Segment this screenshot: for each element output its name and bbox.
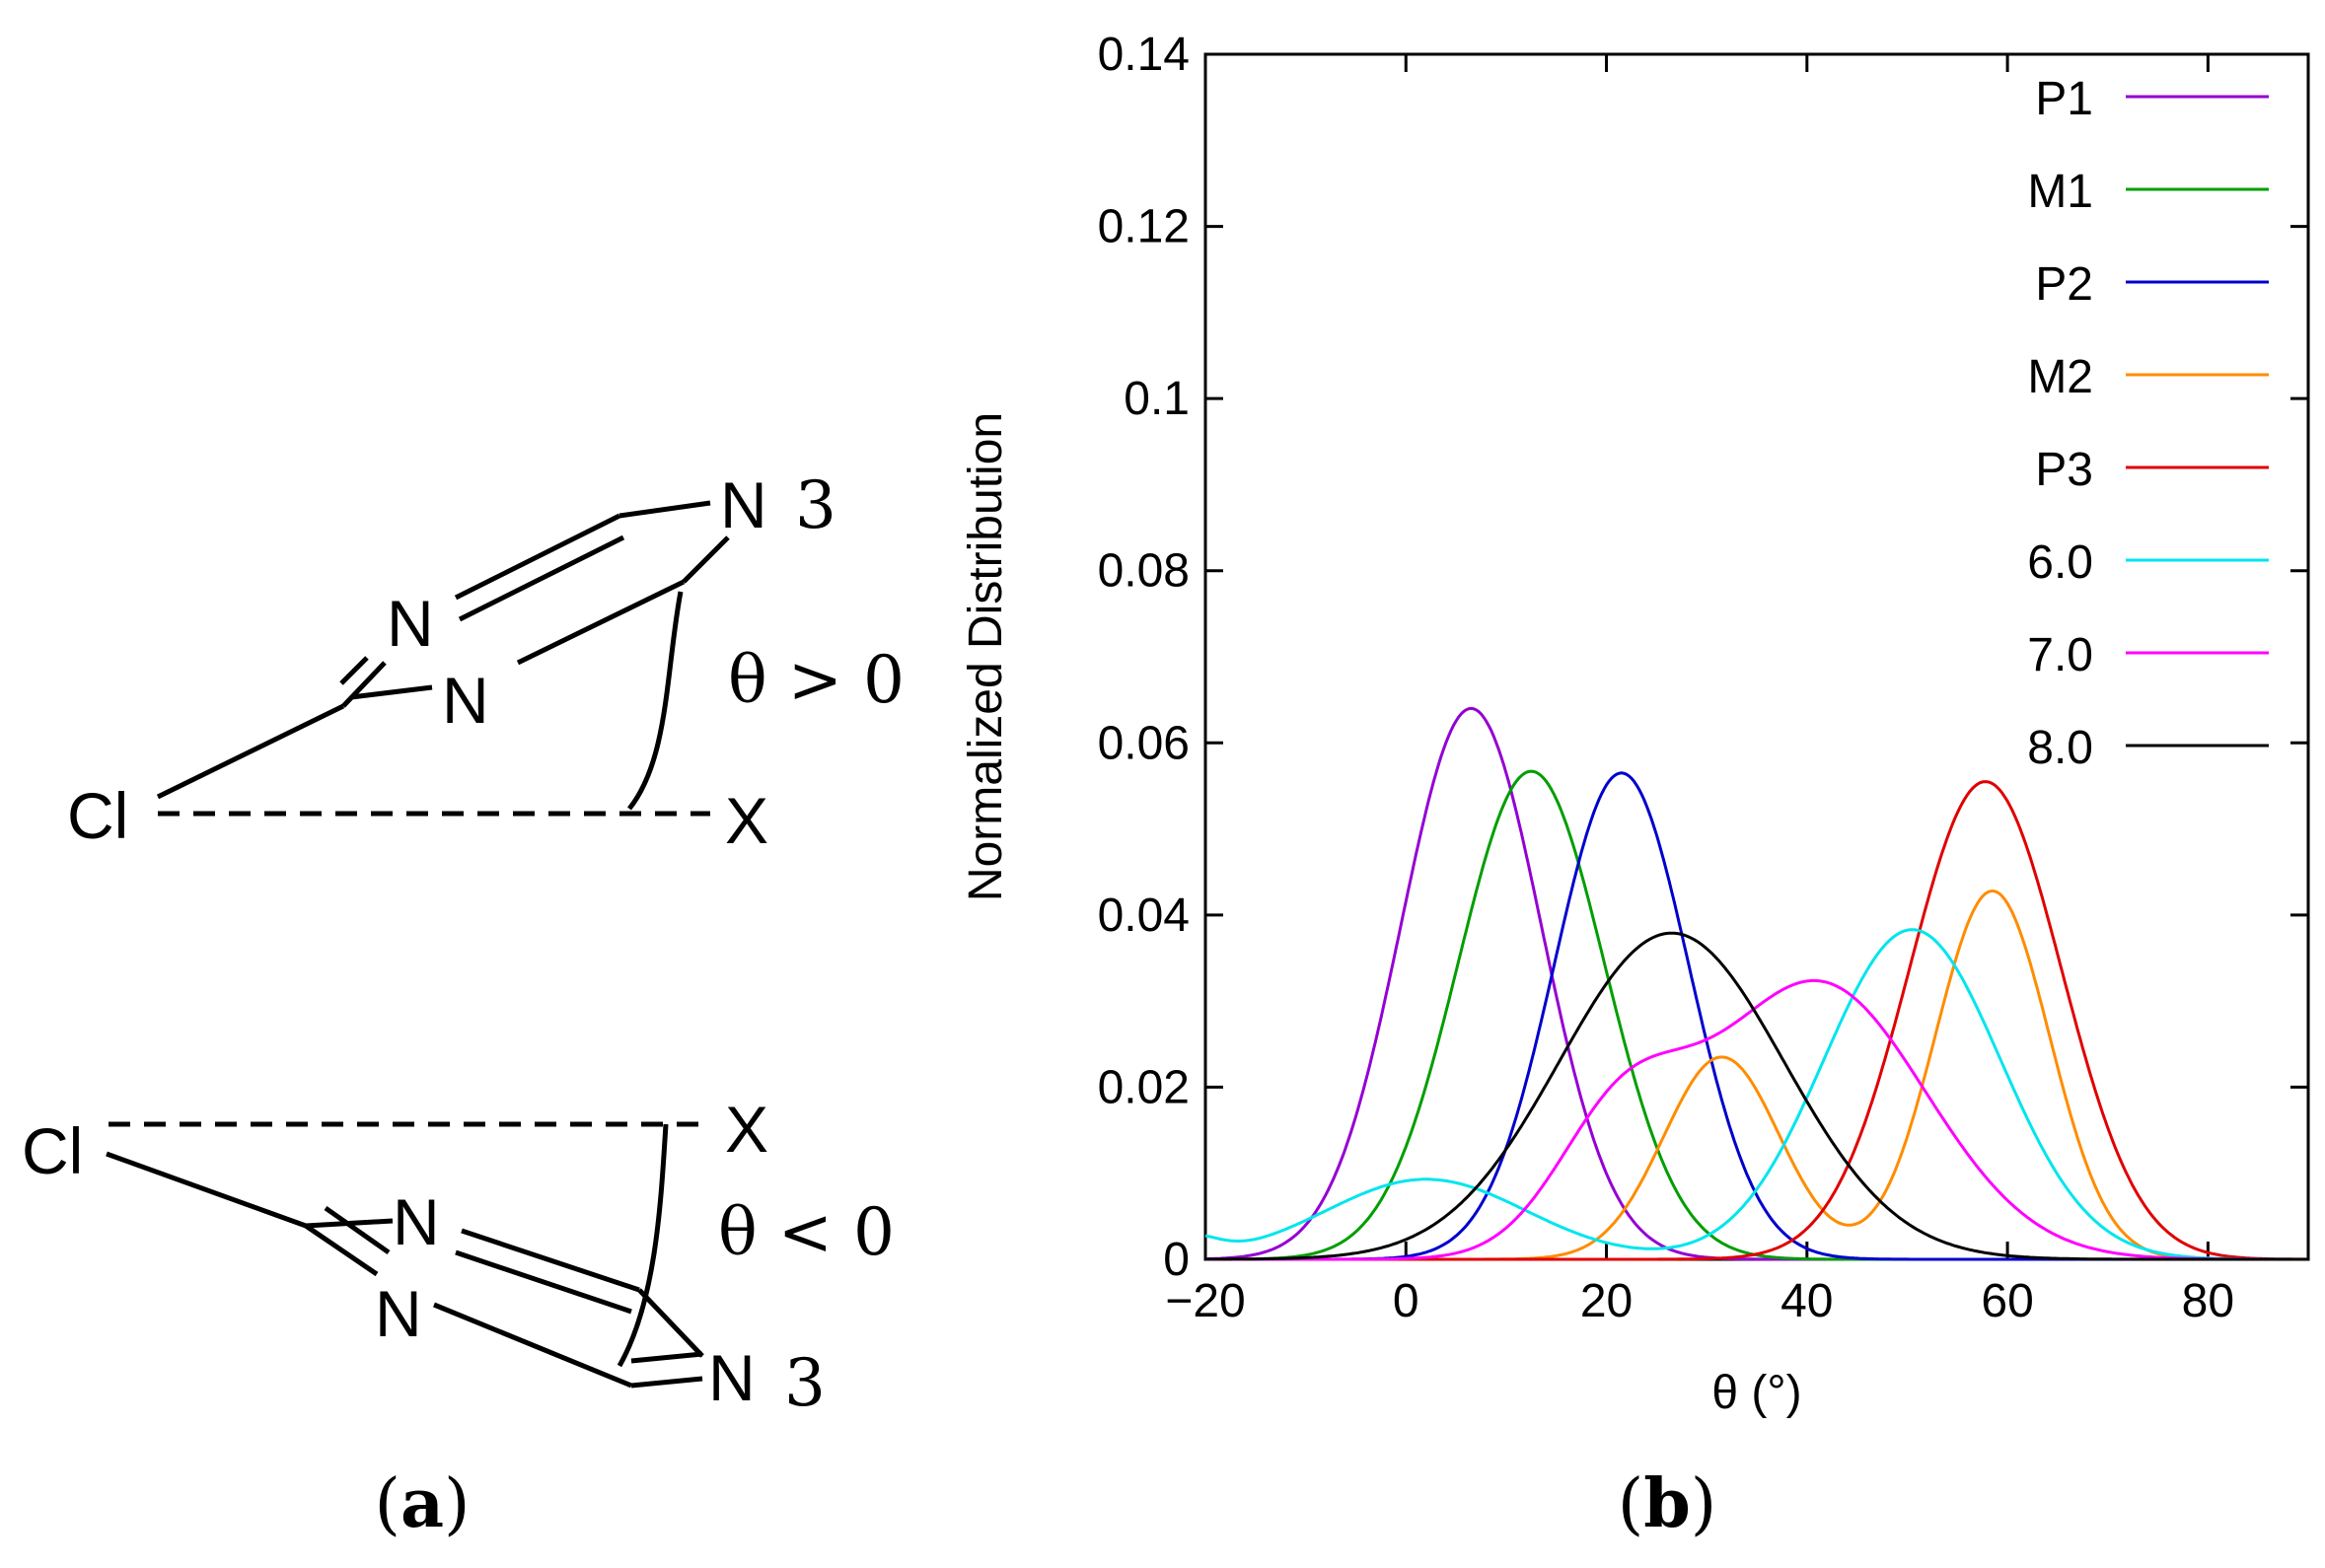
y-tick-label: 0.12 <box>1098 201 1190 253</box>
n3-atom-bottom: N <box>708 1341 756 1414</box>
panel-b-caption: (b) <box>1618 1464 1717 1543</box>
legend-label: M2 <box>2027 351 2093 403</box>
y-tick-label: 0.14 <box>1098 29 1190 81</box>
series-line-7.0 <box>1205 978 2308 1261</box>
series-line-8.0 <box>1205 931 2308 1261</box>
bond-cl-c-bottom <box>106 1151 307 1229</box>
legend-label: 8.0 <box>2027 722 2093 774</box>
x-axis-title: θ (°) <box>1711 1367 1801 1419</box>
n3-index-bottom: 3 <box>784 1345 826 1421</box>
theta-negative-label: θ < 0 <box>718 1194 895 1270</box>
y-tick-label: 0 <box>1163 1234 1190 1286</box>
bond-c-n3-single <box>618 500 711 519</box>
series-curves <box>1204 706 2308 1261</box>
x-tick-label: 0 <box>1393 1275 1419 1327</box>
legend-label: 6.0 <box>2027 536 2093 589</box>
x-tick-label: 20 <box>1580 1275 1633 1327</box>
plot-frame <box>1203 52 2310 1261</box>
cl-atom-bottom: Cl <box>22 1114 83 1187</box>
y-tick-label: 0.08 <box>1098 545 1190 598</box>
series-line-6.0 <box>1204 928 2308 1261</box>
x-tick-label: 80 <box>2182 1275 2234 1327</box>
legend: P1 M1 P2 M2 P3 6.0 7.0 8.0 <box>2027 73 2269 774</box>
y-axis: 0 0.02 0.04 0.06 0.08 0.1 0.12 0.14 <box>1098 29 2308 1286</box>
y-tick-label: 0.06 <box>1098 717 1190 769</box>
y-tick-label: 0.1 <box>1124 373 1190 425</box>
scheme-bottom: Cl X N N N 3 θ < 0 <box>22 1093 895 1421</box>
bond-c-n-lower-bottom-1 <box>304 1223 379 1277</box>
bond-c-n3-double <box>682 535 730 584</box>
legend-label: P1 <box>2035 73 2093 125</box>
theta-positive-label: θ > 0 <box>728 642 905 718</box>
x-axis: −20 0 20 40 60 80 <box>1165 54 2234 1327</box>
n3-atom-top: N <box>720 468 767 541</box>
series-line-P1 <box>1204 706 2308 1261</box>
x-tick-label: −20 <box>1165 1275 1245 1327</box>
legend-label: 7.0 <box>2027 629 2093 681</box>
y-tick-label: 0.02 <box>1098 1061 1190 1113</box>
n-lower-atom-top: N <box>442 664 489 737</box>
x-label-bottom: X <box>725 1093 768 1166</box>
bond-n-c-upper-2 <box>458 535 625 622</box>
bond-n-c-upper-bottom-2 <box>455 1249 632 1315</box>
molecule-scheme: N 3 N N Cl X θ > 0 Cl X N N N 3 θ < 0 (a… <box>22 467 905 1543</box>
legend-label: M1 <box>2027 166 2093 218</box>
bond-c-n-lower <box>350 684 433 700</box>
n-lower-atom-bottom: N <box>375 1277 422 1350</box>
bond-n-c-upper-1 <box>454 513 621 601</box>
legend-label: P2 <box>2035 258 2093 311</box>
y-tick-label: 0.04 <box>1098 890 1190 942</box>
bond-c-n3-lower-bottom-1 <box>630 1376 703 1389</box>
torsion-arc-top <box>627 591 684 811</box>
torsion-arc-bottom <box>617 1123 669 1368</box>
bond-c-n3-lower-bottom-2 <box>630 1351 703 1364</box>
y-axis-title: Normalized Distribution <box>960 412 1012 901</box>
scheme-top: N 3 N N Cl X θ > 0 <box>67 467 905 857</box>
bond-c-n3-upper-bottom <box>637 1288 704 1358</box>
x-tick-label: 40 <box>1780 1275 1833 1327</box>
bond-n-c-lower-bottom <box>433 1302 632 1389</box>
bond-c-n-lower-bottom-2 <box>324 1205 391 1255</box>
legend-label: P3 <box>2035 444 2093 496</box>
bond-c-n-double-2 <box>339 656 369 685</box>
bond-n-c-upper-bottom-1 <box>461 1228 640 1293</box>
x-tick-label: 60 <box>1981 1275 2033 1327</box>
panel-a-caption: (a) <box>374 1464 470 1543</box>
n-upper-atom-top: N <box>387 587 434 660</box>
bond-c-n-double-1 <box>341 661 387 708</box>
bond-n-c-lower <box>516 579 686 666</box>
n3-index-top: 3 <box>795 467 836 543</box>
cl-atom-top: Cl <box>67 779 128 852</box>
x-label-top: X <box>725 784 768 857</box>
bond-cl-c <box>156 703 345 800</box>
n-upper-atom-bottom: N <box>393 1185 440 1258</box>
